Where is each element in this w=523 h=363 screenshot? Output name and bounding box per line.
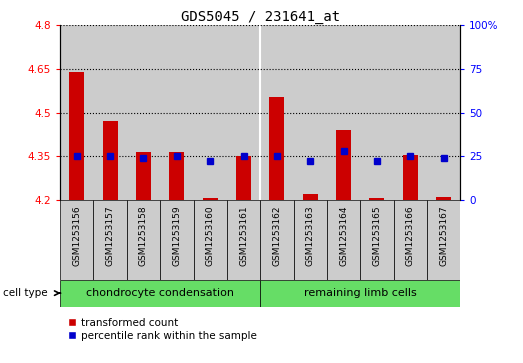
Bar <box>427 200 460 280</box>
Bar <box>127 200 160 280</box>
Bar <box>94 25 127 200</box>
Legend: transformed count, percentile rank within the sample: transformed count, percentile rank withi… <box>65 315 259 343</box>
Bar <box>260 200 293 280</box>
Bar <box>403 155 418 200</box>
Bar <box>194 200 227 280</box>
Bar <box>327 25 360 200</box>
Bar <box>227 25 260 200</box>
Bar <box>369 198 384 200</box>
Text: GSM1253163: GSM1253163 <box>306 205 315 266</box>
Text: GSM1253164: GSM1253164 <box>339 205 348 266</box>
Text: cell type: cell type <box>3 288 47 298</box>
Bar <box>336 130 351 200</box>
Text: GSM1253160: GSM1253160 <box>206 205 214 266</box>
Bar <box>227 200 260 280</box>
Text: GSM1253166: GSM1253166 <box>406 205 415 266</box>
Bar <box>160 25 194 200</box>
Bar <box>427 25 460 200</box>
Bar <box>127 25 160 200</box>
Bar <box>60 25 94 200</box>
Bar <box>360 25 393 200</box>
Text: remaining limb cells: remaining limb cells <box>304 288 417 298</box>
Bar <box>394 200 427 280</box>
Bar <box>94 200 127 280</box>
Bar <box>194 25 227 200</box>
Bar <box>236 156 251 200</box>
Text: GSM1253161: GSM1253161 <box>239 205 248 266</box>
Bar <box>327 200 360 280</box>
Bar <box>394 25 427 200</box>
Bar <box>260 25 293 200</box>
Text: GSM1253162: GSM1253162 <box>272 205 281 266</box>
Bar <box>360 200 393 280</box>
Bar <box>60 280 260 307</box>
Bar <box>293 25 327 200</box>
Bar <box>136 152 151 200</box>
Bar <box>60 200 94 280</box>
Text: GSM1253159: GSM1253159 <box>173 205 181 266</box>
Text: GSM1253167: GSM1253167 <box>439 205 448 266</box>
Bar <box>169 152 184 200</box>
Bar <box>436 197 451 200</box>
Text: GSM1253157: GSM1253157 <box>106 205 115 266</box>
Bar <box>203 198 218 200</box>
Title: GDS5045 / 231641_at: GDS5045 / 231641_at <box>180 11 340 24</box>
Bar <box>260 280 460 307</box>
Bar <box>269 97 285 200</box>
Bar <box>103 121 118 200</box>
Text: GSM1253165: GSM1253165 <box>372 205 381 266</box>
Text: chondrocyte condensation: chondrocyte condensation <box>86 288 234 298</box>
Text: GSM1253156: GSM1253156 <box>72 205 81 266</box>
Text: GSM1253158: GSM1253158 <box>139 205 148 266</box>
Bar <box>293 200 327 280</box>
Bar <box>70 72 84 200</box>
Bar <box>303 194 317 200</box>
Bar <box>160 200 194 280</box>
